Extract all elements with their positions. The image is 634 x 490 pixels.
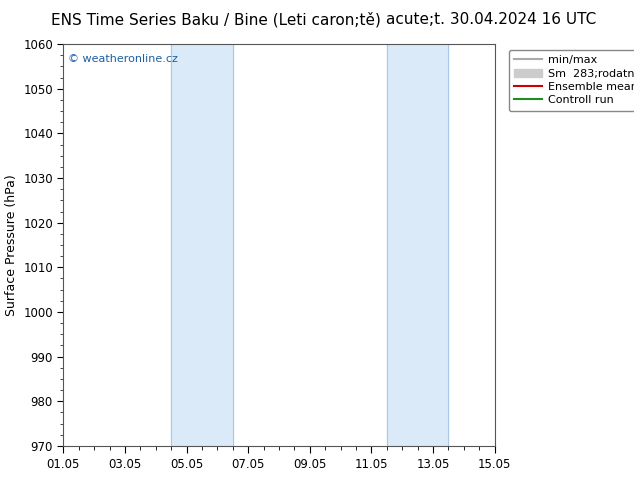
Bar: [171, 44, 233, 446]
Text: ENS Time Series Baku / Bine (Leti caron;tě): ENS Time Series Baku / Bine (Leti caron;…: [51, 12, 380, 28]
Bar: [387, 44, 448, 446]
Y-axis label: Surface Pressure (hPa): Surface Pressure (hPa): [4, 174, 18, 316]
Text: acute;t. 30.04.2024 16 UTC: acute;t. 30.04.2024 16 UTC: [386, 12, 597, 27]
Legend: min/max, Sm  283;rodatn acute; odchylka, Ensemble mean run, Controll run: min/max, Sm 283;rodatn acute; odchylka, …: [508, 49, 634, 111]
Text: © weatheronline.cz: © weatheronline.cz: [68, 54, 178, 64]
